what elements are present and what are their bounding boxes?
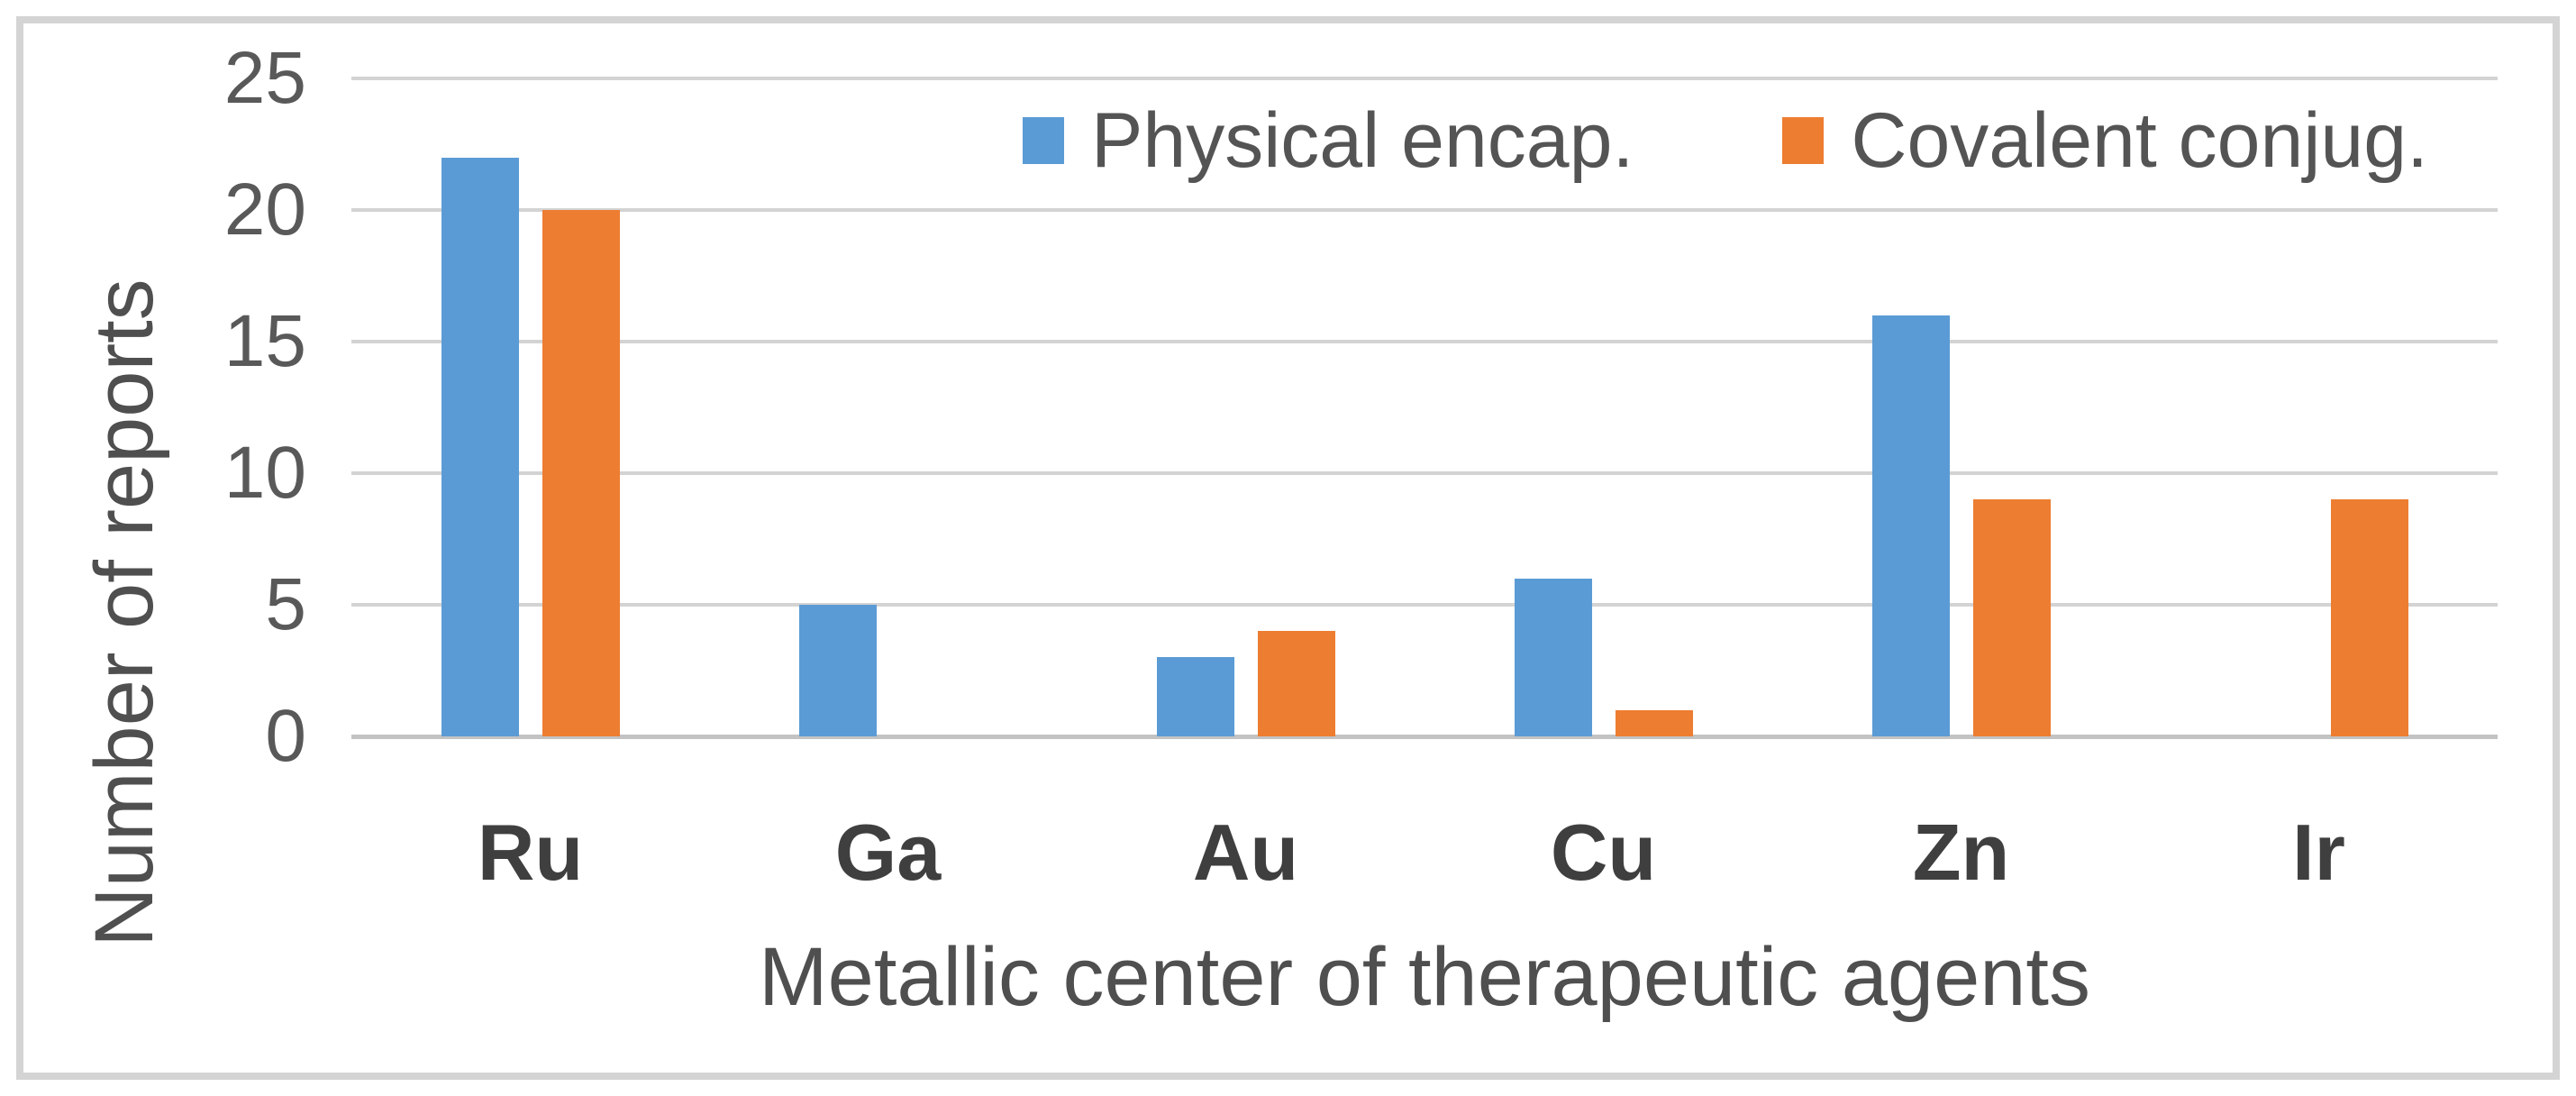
- bar-covalent-conjug-ru: [542, 210, 620, 736]
- y-tick-label-20: 20: [223, 169, 306, 251]
- bar-physical-encap-au: [1156, 657, 1234, 736]
- x-tick-label-ru: Ru: [477, 808, 584, 897]
- bar-group-zn: [1782, 78, 2140, 736]
- legend-swatch-icon-covalent-conjug: [1782, 117, 1825, 164]
- x-tick-label-ir: Ir: [2292, 808, 2345, 897]
- bar-physical-encap-ru: [441, 157, 519, 736]
- bar-physical-encap-zn: [1871, 315, 1950, 736]
- x-tick-label-cu: Cu: [1550, 808, 1657, 897]
- y-tick-label-0: 0: [265, 695, 306, 777]
- y-tick-label-10: 10: [223, 432, 306, 514]
- gridline-y15: [351, 340, 2498, 343]
- bar-layer: [351, 78, 2498, 736]
- bar-group-ir: [2140, 78, 2498, 736]
- legend-item-covalent-conjug: Covalent conjug.: [1782, 94, 2428, 187]
- bar-group-ga: [709, 78, 1067, 736]
- bar-covalent-conjug-au: [1257, 631, 1335, 736]
- x-axis-category-labels: Ru Ga Au Cu Zn Ir: [351, 807, 2498, 899]
- x-tick-label-au: Au: [1192, 808, 1299, 897]
- x-tick-label-ga: Ga: [834, 808, 942, 897]
- bar-group-au: [1067, 78, 1425, 736]
- bar-physical-encap-cu: [1514, 578, 1592, 736]
- gridline-y5: [351, 603, 2498, 607]
- y-tick-label-5: 5: [265, 563, 306, 645]
- bar-group-ru: [351, 78, 709, 736]
- x-axis-title: Metallic center of therapeutic agents: [759, 931, 2090, 1023]
- bar-group-cu: [1425, 78, 1782, 736]
- y-tick-label-25: 25: [223, 37, 306, 119]
- gridline-y25: [351, 77, 2498, 80]
- gridline-y10: [351, 471, 2498, 475]
- bar-covalent-conjug-ir: [2330, 499, 2408, 736]
- legend-label-physical-encap: Physical encap.: [1091, 97, 1634, 184]
- x-axis-line: [351, 735, 2498, 739]
- legend-swatch-icon-physical-encap: [1023, 117, 1064, 164]
- bar-covalent-conjug-zn: [1972, 499, 2051, 736]
- chart-border-frame: [16, 16, 2560, 1080]
- plot-area: [351, 77, 2498, 739]
- legend-label-covalent-conjug: Covalent conjug.: [1851, 97, 2428, 184]
- x-tick-label-zn: Zn: [1912, 808, 2010, 897]
- y-tick-label-15: 15: [223, 300, 306, 382]
- bar-physical-encap-ga: [798, 605, 877, 736]
- bar-covalent-conjug-cu: [1615, 709, 1693, 736]
- legend-item-physical-encap: Physical encap.: [1023, 94, 1634, 187]
- gridline-y20: [351, 208, 2498, 212]
- legend: Physical encap. Covalent conjug.: [1023, 94, 2428, 187]
